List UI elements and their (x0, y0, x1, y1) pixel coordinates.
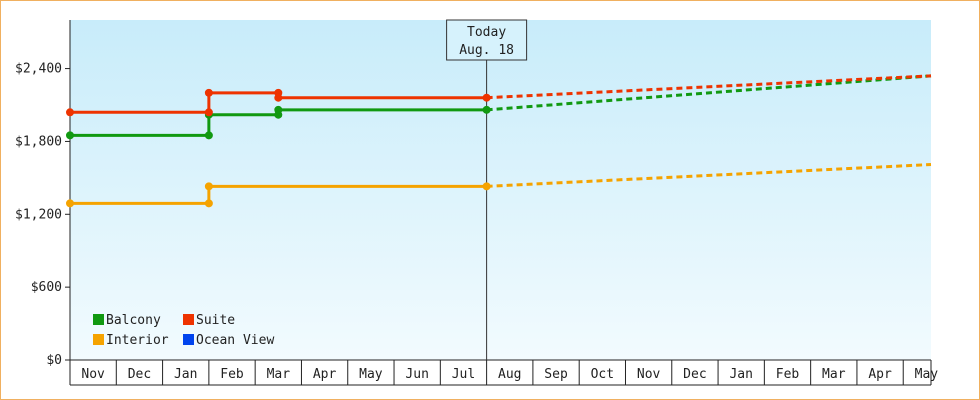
data-point-interior (482, 182, 491, 191)
x-tick-label: Jan (729, 367, 752, 382)
series-forecast-interior (486, 163, 932, 188)
x-tick-label: Nov (81, 367, 105, 382)
data-point-suite (66, 108, 74, 117)
series-group (66, 74, 932, 208)
legend-swatch-ocean-view (183, 334, 194, 345)
data-point-balcony (204, 131, 213, 140)
legend-label-balcony: Balcony (106, 313, 161, 328)
x-tick-label: Mar (822, 367, 846, 382)
x-tick-label: Jul (452, 367, 475, 382)
y-tick-label: $0 (46, 353, 62, 368)
today-date: Aug. 18 (459, 43, 514, 58)
y-tick-label: $1,800 (15, 134, 62, 149)
legend-swatch-suite (183, 314, 194, 325)
series-line-interior (70, 184, 487, 205)
x-tick-label: Feb (220, 367, 244, 382)
data-point-suite (204, 108, 213, 117)
x-tick-label: Feb (776, 367, 800, 382)
plot-area (70, 20, 931, 360)
data-point-suite (274, 93, 283, 102)
x-tick-label: Apr (313, 367, 337, 382)
x-tick-label: Dec (128, 367, 151, 382)
today-label: Today (467, 25, 506, 40)
series-line-suite (70, 91, 487, 114)
x-tick-label: Aug (498, 367, 521, 382)
legend-swatch-interior (93, 334, 104, 345)
x-axis: Nov Dec Jan Feb Mar Apr May Jun Jul Aug Sep Oct Nov D… (69, 359, 939, 386)
data-point-suite (204, 88, 213, 97)
series-forecast-balcony (486, 74, 932, 112)
data-point-balcony (274, 105, 283, 114)
legend-label-ocean-view: Ocean View (196, 333, 274, 348)
data-point-suite (482, 93, 491, 102)
data-point-interior (204, 182, 213, 191)
data-point-interior (204, 199, 213, 208)
legend-label-suite: Suite (196, 313, 235, 328)
x-tick-label: May (359, 367, 383, 382)
data-point-interior (66, 199, 74, 208)
x-tick-label: Jun (405, 367, 428, 382)
y-tick-label: $1,200 (15, 207, 62, 222)
x-tick-label: Sep (544, 367, 568, 382)
x-tick-label: Jan (174, 367, 197, 382)
x-tick-label: Apr (868, 367, 892, 382)
legend: Balcony Suite Interior Ocean View (93, 313, 274, 348)
x-tick-label: Dec (683, 367, 706, 382)
x-tick-label: Oct (591, 367, 614, 382)
x-tick-label: May (915, 367, 939, 382)
x-tick-label: Nov (637, 367, 661, 382)
x-tick-label: Mar (267, 367, 291, 382)
data-point-balcony (66, 131, 74, 140)
y-axis: $0 $600 $1,200 $1,800 $2,400 (15, 20, 71, 368)
legend-label-interior: Interior (106, 333, 169, 348)
series-line-balcony (70, 108, 487, 137)
series-forecast-suite (486, 74, 932, 100)
y-tick-label: $600 (31, 280, 62, 295)
legend-swatch-balcony (93, 314, 104, 325)
data-point-balcony (482, 105, 491, 114)
today-box (446, 19, 528, 61)
y-tick-label: $2,400 (15, 62, 62, 77)
